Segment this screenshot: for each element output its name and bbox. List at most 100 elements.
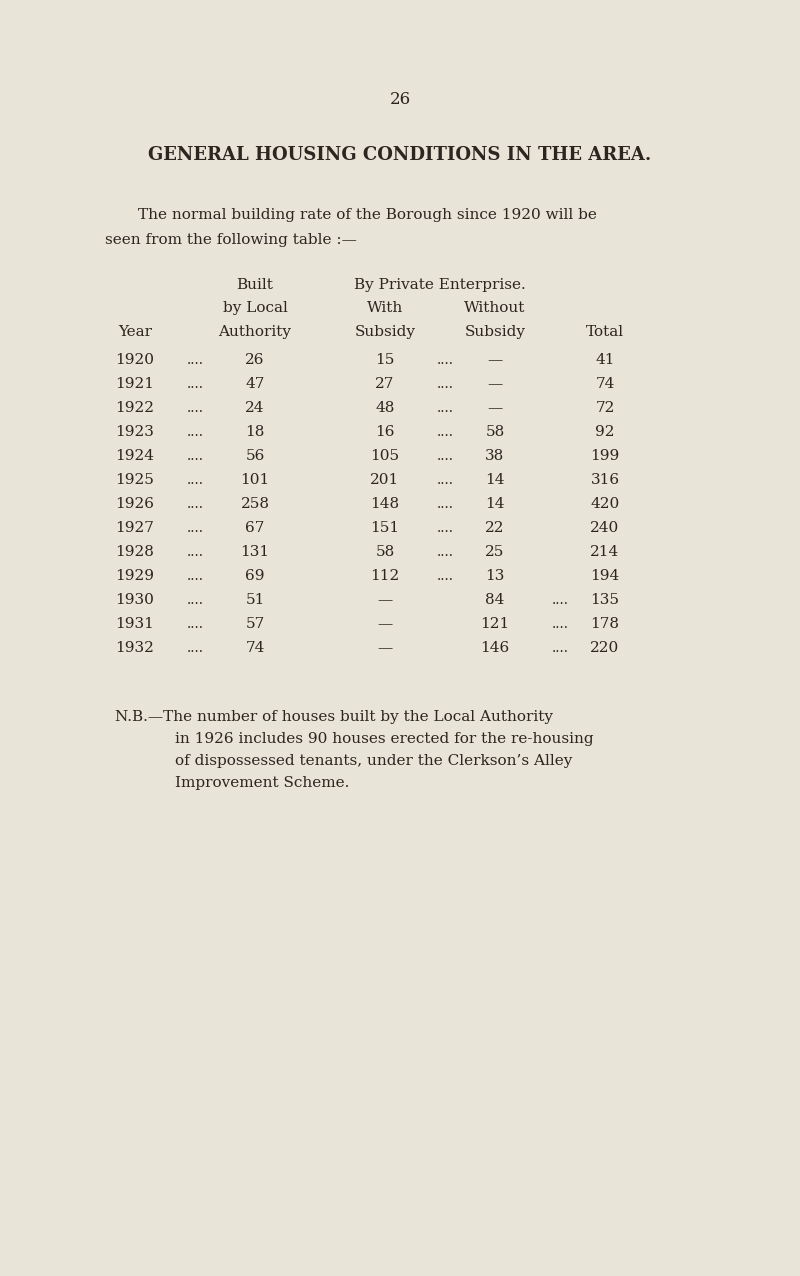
Text: ....: .... xyxy=(186,593,203,607)
Text: ....: .... xyxy=(186,521,203,535)
Text: 1926: 1926 xyxy=(115,496,154,510)
Text: 41: 41 xyxy=(595,353,614,367)
Text: 1930: 1930 xyxy=(115,593,154,607)
Text: 56: 56 xyxy=(246,449,265,463)
Text: 194: 194 xyxy=(590,569,620,583)
Text: 1928: 1928 xyxy=(115,545,154,559)
Text: 27: 27 xyxy=(375,376,394,390)
Text: 14: 14 xyxy=(486,496,505,510)
Text: 1924: 1924 xyxy=(115,449,154,463)
Text: Subsidy: Subsidy xyxy=(354,325,415,339)
Text: 16: 16 xyxy=(375,425,394,439)
Text: ....: .... xyxy=(186,496,203,510)
Text: —: — xyxy=(487,353,502,367)
Text: 1923: 1923 xyxy=(115,425,154,439)
Text: 1929: 1929 xyxy=(115,569,154,583)
Text: 84: 84 xyxy=(486,593,505,607)
Text: in 1926 includes 90 houses erected for the re-housing: in 1926 includes 90 houses erected for t… xyxy=(175,732,594,746)
Text: 240: 240 xyxy=(590,521,620,535)
Text: —: — xyxy=(487,376,502,390)
Text: 199: 199 xyxy=(590,449,620,463)
Text: 316: 316 xyxy=(590,473,619,487)
Text: —: — xyxy=(378,641,393,655)
Text: —: — xyxy=(487,401,502,415)
Text: 69: 69 xyxy=(246,569,265,583)
Text: ....: .... xyxy=(437,521,454,535)
Text: 48: 48 xyxy=(375,401,394,415)
Text: 1932: 1932 xyxy=(115,641,154,655)
Text: 1921: 1921 xyxy=(115,376,154,390)
Text: ....: .... xyxy=(186,545,203,559)
Text: 13: 13 xyxy=(486,569,505,583)
Text: 72: 72 xyxy=(595,401,614,415)
Text: With: With xyxy=(367,301,403,315)
Text: ....: .... xyxy=(437,376,454,390)
Text: ....: .... xyxy=(437,401,454,415)
Text: 135: 135 xyxy=(590,593,619,607)
Text: of dispossessed tenants, under the Clerkson’s Alley: of dispossessed tenants, under the Clerk… xyxy=(175,754,572,768)
Text: 18: 18 xyxy=(246,425,265,439)
Text: seen from the following table :—: seen from the following table :— xyxy=(105,234,357,248)
Text: 1922: 1922 xyxy=(115,401,154,415)
Text: ....: .... xyxy=(186,641,203,655)
Text: 51: 51 xyxy=(246,593,265,607)
Text: 148: 148 xyxy=(370,496,399,510)
Text: ....: .... xyxy=(551,641,569,655)
Text: 26: 26 xyxy=(390,92,410,108)
Text: Total: Total xyxy=(586,325,624,339)
Text: ....: .... xyxy=(551,593,569,607)
Text: 105: 105 xyxy=(370,449,399,463)
Text: By Private Enterprise.: By Private Enterprise. xyxy=(354,278,526,292)
Text: 58: 58 xyxy=(375,545,394,559)
Text: ....: .... xyxy=(437,545,454,559)
Text: 74: 74 xyxy=(246,641,265,655)
Text: ....: .... xyxy=(437,473,454,487)
Text: 131: 131 xyxy=(241,545,270,559)
Text: 214: 214 xyxy=(590,545,620,559)
Text: 151: 151 xyxy=(370,521,399,535)
Text: 58: 58 xyxy=(486,425,505,439)
Text: Built: Built xyxy=(237,278,274,292)
Text: ....: .... xyxy=(186,376,203,390)
Text: 74: 74 xyxy=(595,376,614,390)
Text: 1927: 1927 xyxy=(115,521,154,535)
Text: 67: 67 xyxy=(246,521,265,535)
Text: ....: .... xyxy=(186,353,203,367)
Text: ....: .... xyxy=(437,569,454,583)
Text: 38: 38 xyxy=(486,449,505,463)
Text: 25: 25 xyxy=(486,545,505,559)
Text: 1925: 1925 xyxy=(115,473,154,487)
Text: GENERAL HOUSING CONDITIONS IN THE AREA.: GENERAL HOUSING CONDITIONS IN THE AREA. xyxy=(148,145,652,165)
Text: ....: .... xyxy=(437,496,454,510)
Text: ....: .... xyxy=(437,353,454,367)
Text: Without: Without xyxy=(464,301,526,315)
Text: Improvement Scheme.: Improvement Scheme. xyxy=(175,776,350,790)
Text: 420: 420 xyxy=(590,496,620,510)
Text: N.B.—The number of houses built by the Local Authority: N.B.—The number of houses built by the L… xyxy=(115,709,553,723)
Text: ....: .... xyxy=(186,569,203,583)
Text: 1931: 1931 xyxy=(115,618,154,632)
Text: Subsidy: Subsidy xyxy=(465,325,526,339)
Text: ....: .... xyxy=(186,401,203,415)
Text: by Local: by Local xyxy=(222,301,287,315)
Text: 258: 258 xyxy=(241,496,270,510)
Text: —: — xyxy=(378,618,393,632)
Text: 47: 47 xyxy=(246,376,265,390)
Text: 220: 220 xyxy=(590,641,620,655)
Text: ....: .... xyxy=(437,449,454,463)
Text: Year: Year xyxy=(118,325,152,339)
Text: 15: 15 xyxy=(375,353,394,367)
Text: 26: 26 xyxy=(246,353,265,367)
Text: 57: 57 xyxy=(246,618,265,632)
Text: ....: .... xyxy=(186,618,203,632)
Text: 14: 14 xyxy=(486,473,505,487)
Text: ....: .... xyxy=(186,473,203,487)
Text: ....: .... xyxy=(186,425,203,439)
Text: —: — xyxy=(378,593,393,607)
Text: 201: 201 xyxy=(370,473,400,487)
Text: ....: .... xyxy=(186,449,203,463)
Text: The normal building rate of the Borough since 1920 will be: The normal building rate of the Borough … xyxy=(138,208,597,222)
Text: 178: 178 xyxy=(590,618,619,632)
Text: 101: 101 xyxy=(240,473,270,487)
Text: 112: 112 xyxy=(370,569,400,583)
